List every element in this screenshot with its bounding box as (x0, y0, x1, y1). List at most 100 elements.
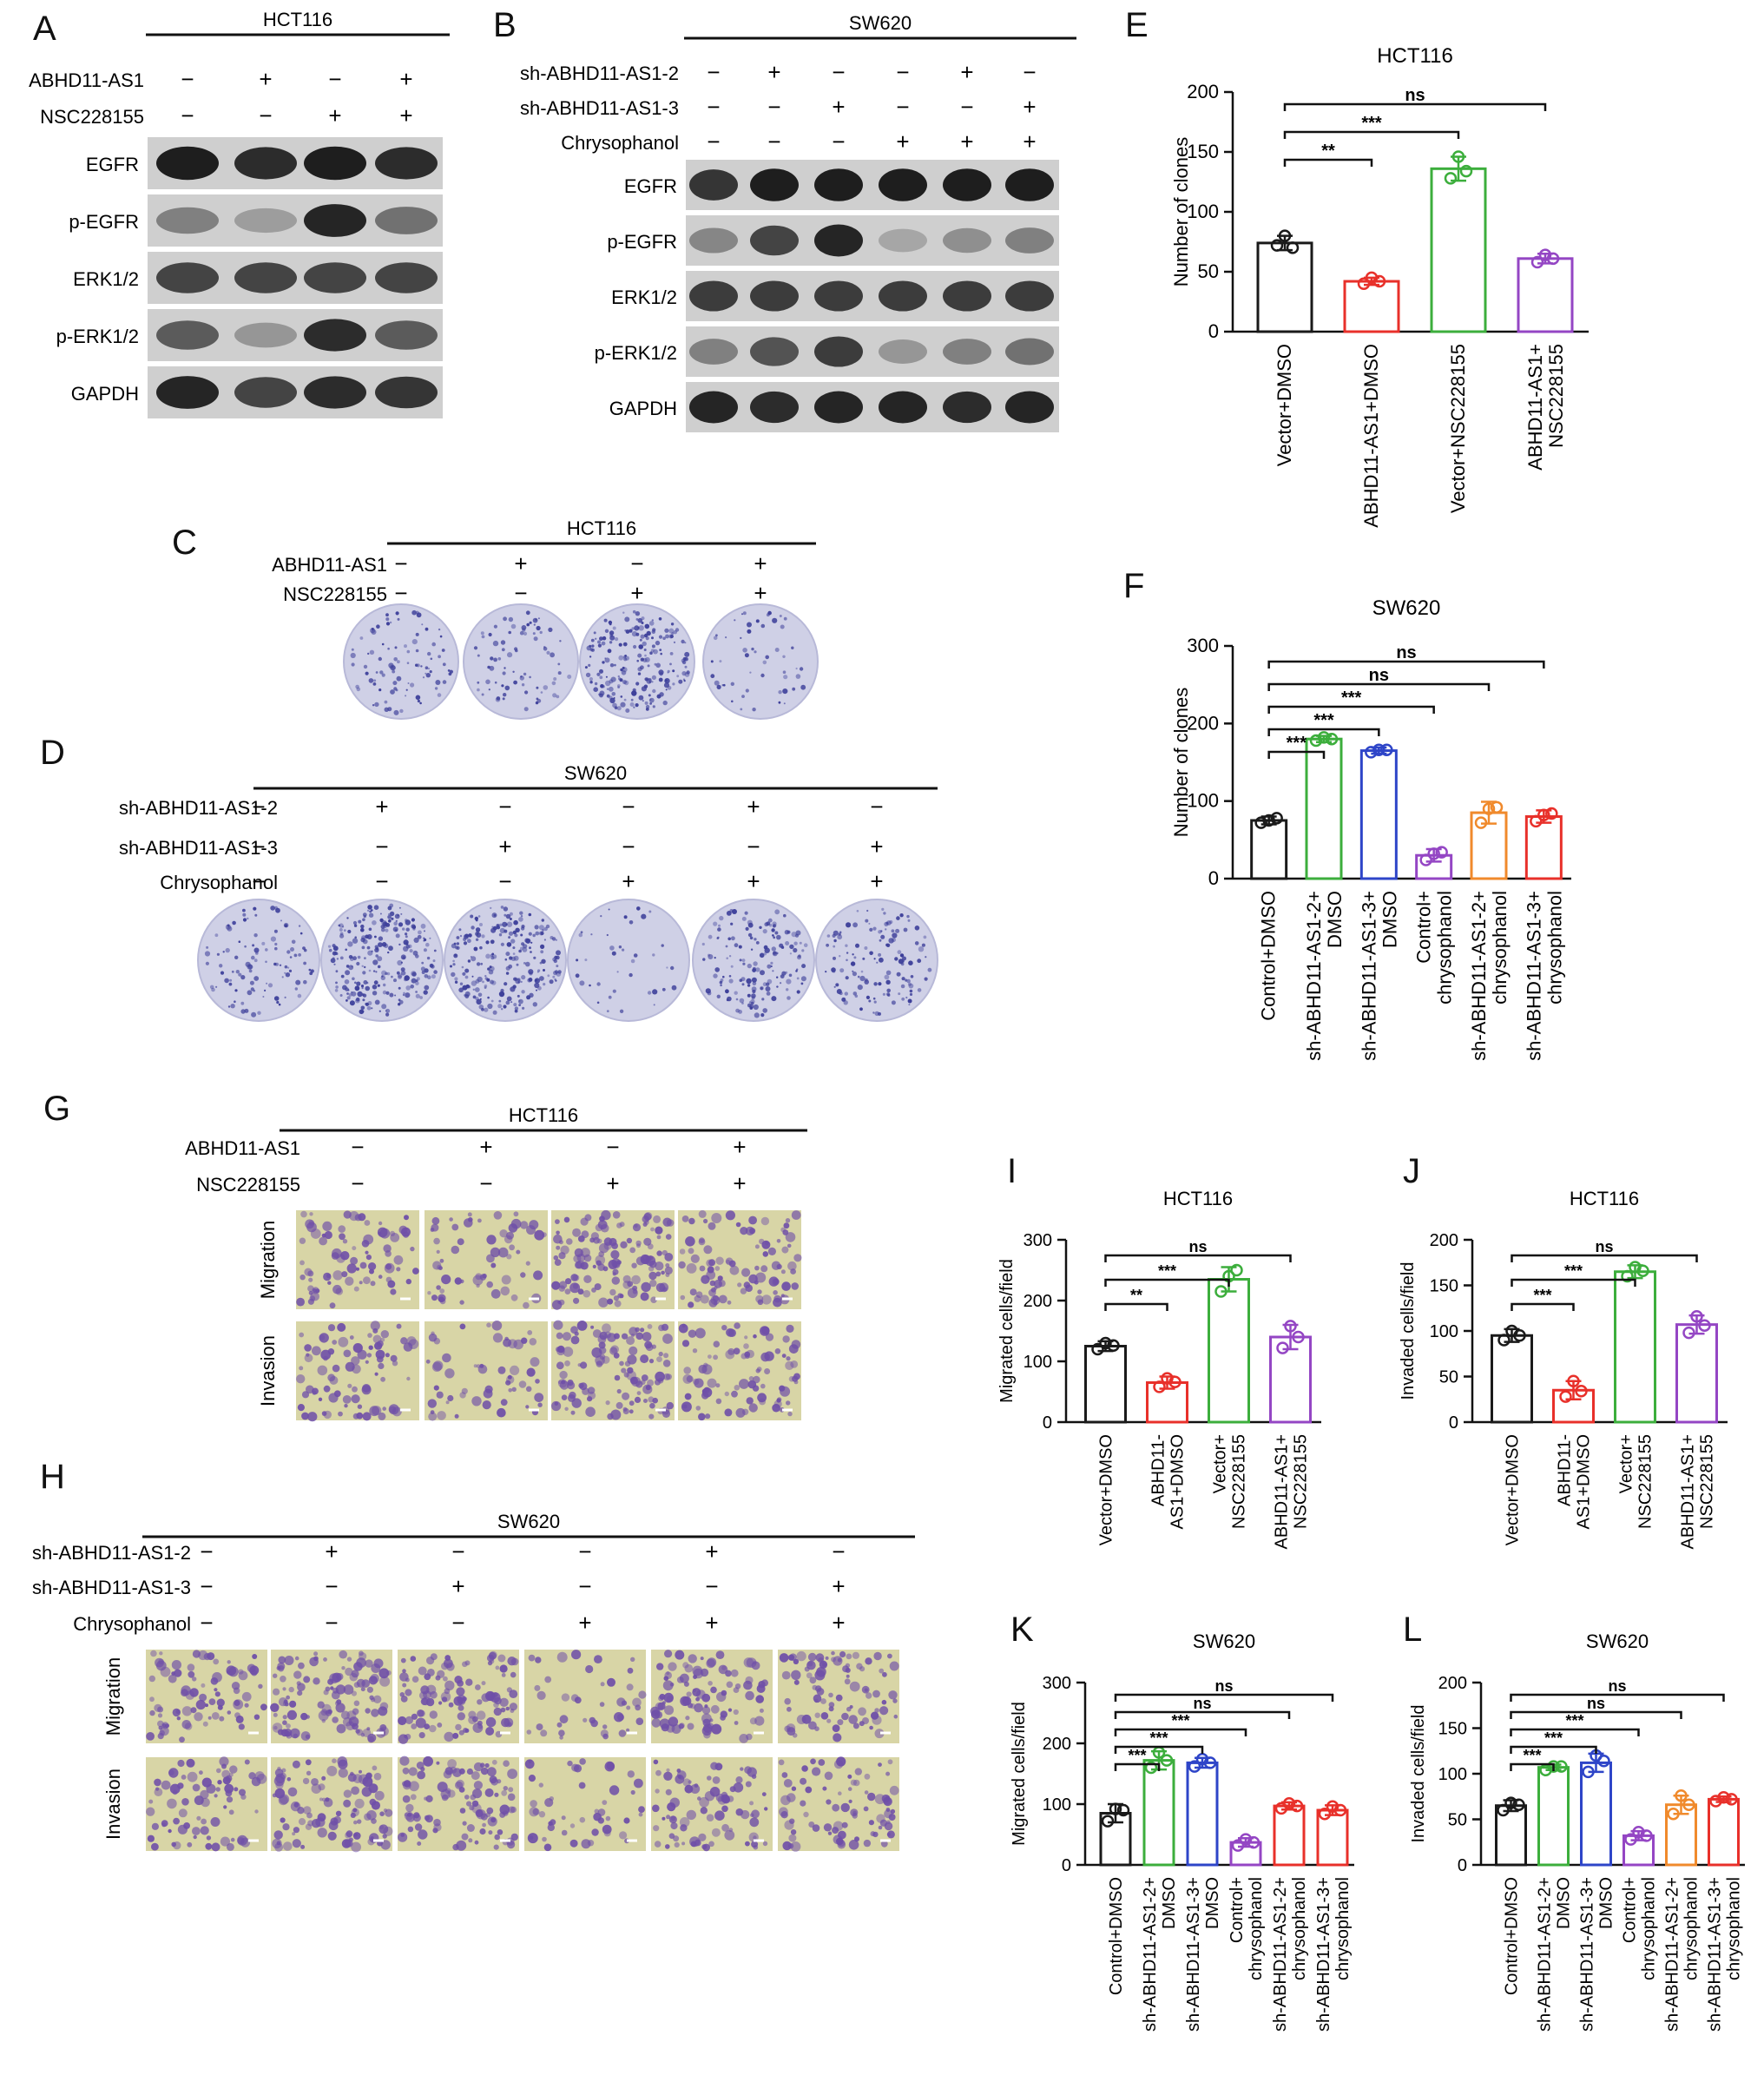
colony-dot (351, 956, 353, 958)
data-point (1530, 814, 1543, 828)
cell-dot (590, 1325, 595, 1329)
cell-dot (441, 1696, 448, 1703)
colony-dot (424, 968, 429, 973)
colony-dot (491, 926, 494, 929)
cell-dot (599, 1354, 606, 1360)
colony-dot (721, 684, 724, 687)
colony-dot (477, 915, 481, 918)
cell-dot (881, 1699, 887, 1705)
colony-dot (235, 970, 240, 974)
cell-dot (154, 1778, 161, 1787)
cell-dot (833, 1733, 842, 1742)
cell-dot (862, 1717, 869, 1724)
colony-dot (872, 926, 877, 931)
colony-dot (551, 681, 556, 686)
cell-dot (822, 1786, 827, 1791)
significance-label: *** (1523, 1747, 1541, 1764)
colony-dot (648, 694, 651, 697)
bar (1256, 241, 1313, 333)
cell-dot (651, 1709, 661, 1719)
colony-dot (705, 988, 711, 994)
cell-dot (614, 1300, 622, 1308)
data-point (1690, 1309, 1703, 1323)
cell-dot (781, 1354, 787, 1358)
colony-dot (394, 994, 397, 997)
colony-dot (629, 702, 635, 707)
cell-dot (626, 1683, 634, 1691)
colony-dot (799, 667, 804, 671)
cell-dot (684, 1393, 692, 1400)
colony-dot (529, 992, 534, 998)
plus-sign: + (451, 1573, 464, 1599)
x-category-label: Control+chrysophanol (1228, 1877, 1266, 1980)
colony-dot (738, 945, 742, 949)
data-point (1282, 1797, 1296, 1810)
cell-line-label: HCT116 (567, 517, 636, 539)
significance-label: *** (1341, 688, 1362, 708)
colony-dot (792, 687, 796, 691)
colony-dot (554, 978, 556, 981)
cell-dot (272, 1838, 282, 1849)
cell-dot (373, 1772, 382, 1781)
cell-dot (561, 1829, 568, 1836)
cell-dot (784, 1820, 794, 1830)
cell-dot (744, 1335, 748, 1340)
colony-dot (532, 933, 536, 938)
transwell-image (524, 1757, 646, 1851)
x-category-line: chrysophanol (1247, 1877, 1266, 1980)
colony-dot (365, 1002, 369, 1006)
cell-dot (345, 1667, 353, 1676)
colony-dot (405, 695, 407, 697)
bar (1343, 280, 1400, 333)
colony-dot (921, 943, 925, 947)
cell-dot (363, 1276, 371, 1285)
data-point (1091, 1342, 1104, 1356)
colony-dot (373, 905, 379, 910)
cell-dot (711, 1213, 722, 1223)
cell-dot (485, 1716, 497, 1728)
y-tick-label: 150 (1430, 1277, 1458, 1296)
cell-dot (366, 1353, 372, 1358)
cell-dot (195, 1699, 206, 1710)
cell-dot (428, 1412, 438, 1421)
colony-dot (762, 1008, 767, 1013)
cell-dot (306, 1222, 317, 1233)
cell-dot (366, 1686, 373, 1693)
significance-label: *** (1544, 1729, 1563, 1747)
x-category-line: sh-ABHD11-AS1-2+ (1271, 1877, 1290, 2032)
x-category-label: sh-ABHD11-AS1-3+DMSO (1358, 891, 1400, 1061)
colony-dot (800, 982, 804, 985)
cell-dot (749, 1801, 754, 1806)
colony-dot (745, 926, 749, 931)
colony-dot (449, 669, 454, 674)
colony-dot (532, 1002, 537, 1007)
blot-label: EGFR (624, 175, 677, 197)
colony-dot (669, 662, 672, 666)
cell-dot (780, 1227, 786, 1233)
colony-dot (666, 966, 668, 969)
colony-dot (782, 670, 787, 674)
colony-dot (475, 938, 479, 942)
cell-dot (739, 1734, 749, 1743)
cell-dot (745, 1781, 752, 1788)
colony-dot (360, 924, 365, 929)
panel-letter-B: B (493, 6, 517, 44)
colony-plate (692, 899, 815, 1022)
cell-dot (353, 1700, 360, 1707)
colony-dot (868, 999, 872, 1003)
cell-dot (623, 1817, 630, 1824)
cell-dot (616, 1697, 626, 1707)
cell-dot (459, 1392, 466, 1399)
colony-dot (513, 1003, 517, 1007)
cell-dot (319, 1333, 329, 1343)
colony-dot (751, 647, 754, 651)
cell-dot (607, 1677, 615, 1687)
cell-dot (499, 1664, 508, 1673)
cell-dot (385, 1808, 393, 1817)
colony-dot (895, 928, 900, 933)
cell-dot (454, 1413, 459, 1419)
x-category-line: Control+DMSO (1503, 1877, 1522, 1995)
blot-band (879, 280, 927, 312)
colony-dot (250, 987, 254, 991)
